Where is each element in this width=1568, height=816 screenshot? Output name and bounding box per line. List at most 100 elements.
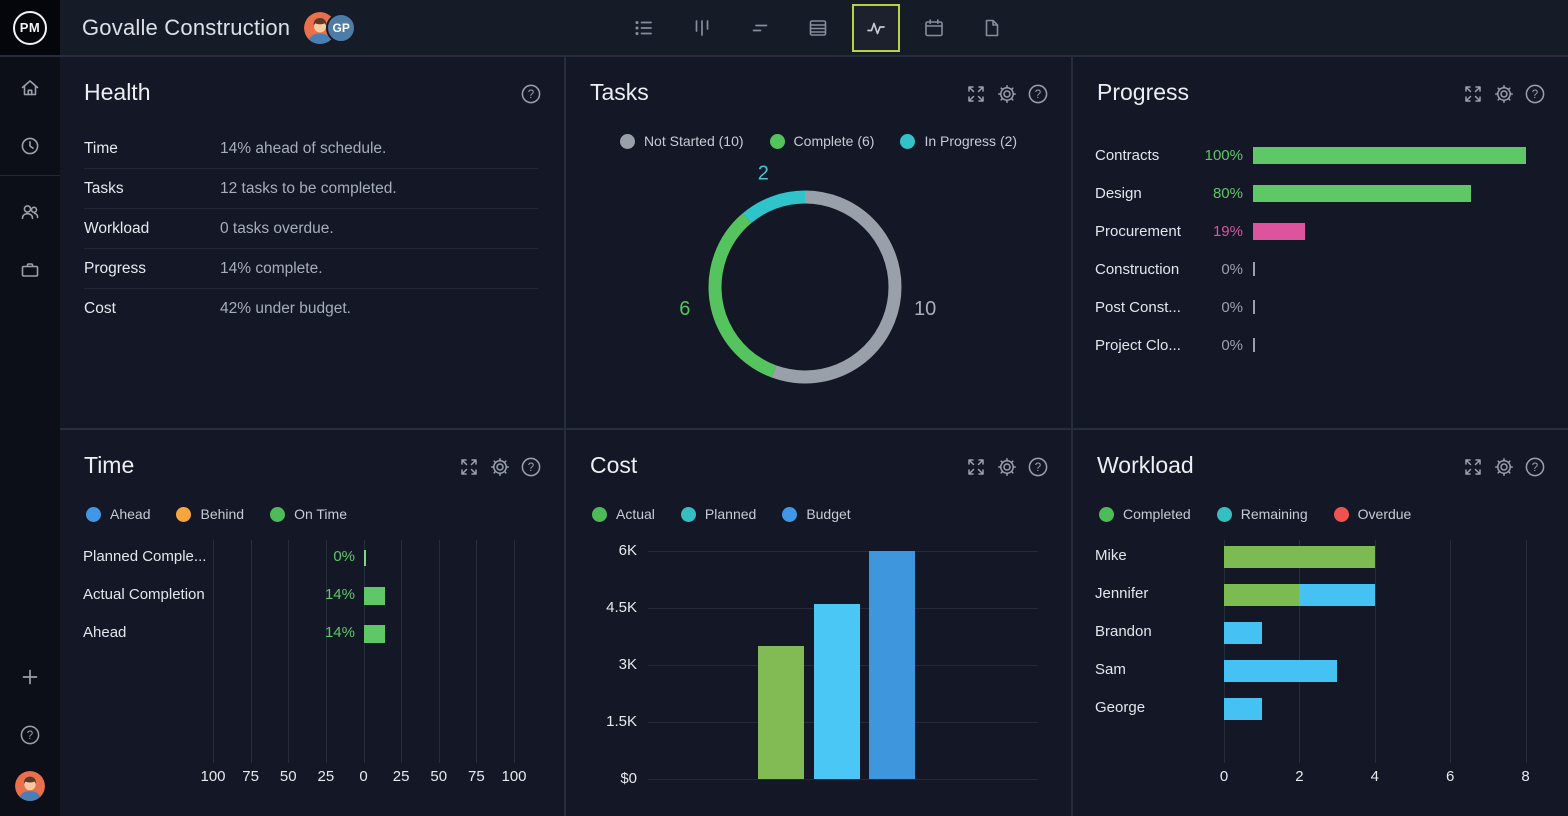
panel-actions xyxy=(1462,83,1546,105)
member-avatar-initials[interactable]: GP xyxy=(326,12,357,43)
bar xyxy=(1253,184,1472,202)
value-label: 0% xyxy=(1221,298,1243,316)
help-button[interactable] xyxy=(0,713,60,757)
bar-track xyxy=(1253,337,1526,354)
axis-tick-label: 4.5K xyxy=(606,599,637,616)
category-label: George xyxy=(1095,699,1146,716)
legend-item[interactable]: Completed xyxy=(1099,506,1191,522)
axis-tick-label: 4 xyxy=(1370,768,1379,785)
member-avatars[interactable]: GP xyxy=(304,12,357,44)
legend-label: Not Started (10) xyxy=(643,133,744,149)
calendar-view-button[interactable] xyxy=(910,4,958,52)
files-view-button[interactable] xyxy=(968,4,1016,52)
dashboard-view-button[interactable] xyxy=(852,3,900,52)
sidebar-item-recent[interactable] xyxy=(0,124,60,168)
legend-dot xyxy=(900,133,916,149)
progress-row: Design 80% xyxy=(1095,174,1526,212)
user-avatar[interactable] xyxy=(15,771,45,801)
board-view-button[interactable] xyxy=(678,4,726,52)
progress-row: Project Clo... 0% xyxy=(1095,326,1526,364)
sidebar-item-home[interactable] xyxy=(0,66,60,110)
dashboard-grid: Health Time 14% ahead of schedule. Tasks 12… xyxy=(60,57,1568,816)
legend-label: Complete (6) xyxy=(793,133,875,149)
panel-time: Time Ahead Behind On Time 100 75 50 25 0 25 50 75… xyxy=(60,430,564,816)
tasks-legend: Not Started (10) Complete (6) In Progress … xyxy=(566,127,1071,155)
expand-icon[interactable] xyxy=(965,83,987,105)
value-label: 100% xyxy=(1204,146,1243,164)
legend-item[interactable]: Planned xyxy=(680,506,756,522)
health-row: Progress 14% complete. xyxy=(84,249,538,289)
zero-tick xyxy=(1253,338,1255,352)
panel-progress: Progress Contracts 100% Design 80% Procureme… xyxy=(1073,57,1568,428)
help-icon[interactable] xyxy=(1027,83,1049,105)
progress-rows: Contracts 100% Design 80% Procurement 19% Cons… xyxy=(1095,136,1526,364)
progress-row: Contracts 100% xyxy=(1095,136,1526,174)
panel-health: Health Time 14% ahead of schedule. Tasks 12… xyxy=(60,57,564,428)
axis-tick-label: $0 xyxy=(620,770,637,787)
add-button[interactable] xyxy=(0,655,60,699)
panel-title: Workload xyxy=(1097,452,1194,478)
legend-dot xyxy=(619,133,635,149)
legend-item[interactable]: Complete (6) xyxy=(769,133,875,149)
bar-segment-remaining xyxy=(1224,660,1338,682)
settings-icon[interactable] xyxy=(1493,83,1515,105)
bar xyxy=(1253,146,1526,164)
legend-item[interactable]: Budget xyxy=(782,506,851,522)
gantt-view-button[interactable] xyxy=(736,4,784,52)
expand-icon[interactable] xyxy=(1462,83,1484,105)
zero-tick xyxy=(1253,300,1255,314)
health-row-label: Tasks xyxy=(84,179,124,197)
settings-icon[interactable] xyxy=(996,83,1018,105)
gridline xyxy=(250,540,252,763)
gridline xyxy=(1450,540,1452,763)
axis-tick-label: 75 xyxy=(242,768,259,785)
pm-logo[interactable]: PM xyxy=(0,0,60,55)
bar-track xyxy=(1253,146,1526,164)
panel-workload: Workload Completed Remaining Overdue 0 2 4 6 8… xyxy=(1073,430,1568,816)
health-row: Cost 42% under budget. xyxy=(84,289,538,329)
sidebar-item-portfolio[interactable] xyxy=(0,248,60,292)
list-view-button[interactable] xyxy=(620,4,668,52)
sheet-view-button[interactable] xyxy=(794,4,842,52)
gridline xyxy=(438,540,440,763)
legend-item[interactable]: Overdue xyxy=(1333,506,1411,522)
left-sidebar xyxy=(0,57,60,816)
axis-tick-label: 0 xyxy=(359,768,368,785)
panel-actions xyxy=(520,83,542,105)
panel-tasks: Tasks Not Started (10) Complete (6) In Pro… xyxy=(566,57,1071,428)
category-label: Procurement xyxy=(1095,222,1181,240)
legend-dot xyxy=(1216,506,1232,522)
help-icon[interactable] xyxy=(520,83,542,105)
panel-actions xyxy=(965,83,1049,105)
home-icon xyxy=(18,76,42,100)
bar xyxy=(363,625,385,643)
gantt-icon xyxy=(748,16,772,40)
donut-slice-complete xyxy=(708,190,902,384)
help-icon[interactable] xyxy=(1524,83,1546,105)
bar-segment-remaining xyxy=(1224,622,1262,644)
cost-legend: Actual Planned Budget xyxy=(566,500,1071,528)
sidebar-bottom xyxy=(0,655,60,816)
legend-label: Actual xyxy=(616,506,655,522)
pm-logo-text: PM xyxy=(19,20,41,35)
gridline xyxy=(1299,540,1301,763)
sidebar-item-team[interactable] xyxy=(0,190,60,234)
legend-item[interactable]: In Progress (2) xyxy=(900,133,1017,149)
bar-actual xyxy=(758,646,804,779)
legend-dot xyxy=(270,506,286,522)
legend-item[interactable]: Not Started (10) xyxy=(619,133,744,149)
bar xyxy=(363,587,385,605)
legend-item[interactable]: On Time xyxy=(270,506,347,522)
legend-item[interactable]: Actual xyxy=(592,506,655,522)
health-row-label: Workload xyxy=(84,219,150,237)
progress-row: Procurement 19% xyxy=(1095,212,1526,250)
legend-item[interactable]: Remaining xyxy=(1216,506,1308,522)
gridline xyxy=(1525,540,1527,763)
legend-item[interactable]: Behind xyxy=(176,506,244,522)
panel-title: Progress xyxy=(1097,79,1190,105)
legend-item[interactable]: Ahead xyxy=(86,506,150,522)
workload-chart: 0 2 4 6 8 Mike Jennifer Brandon Sam George xyxy=(1073,430,1568,816)
gridline xyxy=(476,540,478,763)
legend-label: Budget xyxy=(806,506,851,522)
axis-tick-label: 1.5K xyxy=(606,713,637,730)
